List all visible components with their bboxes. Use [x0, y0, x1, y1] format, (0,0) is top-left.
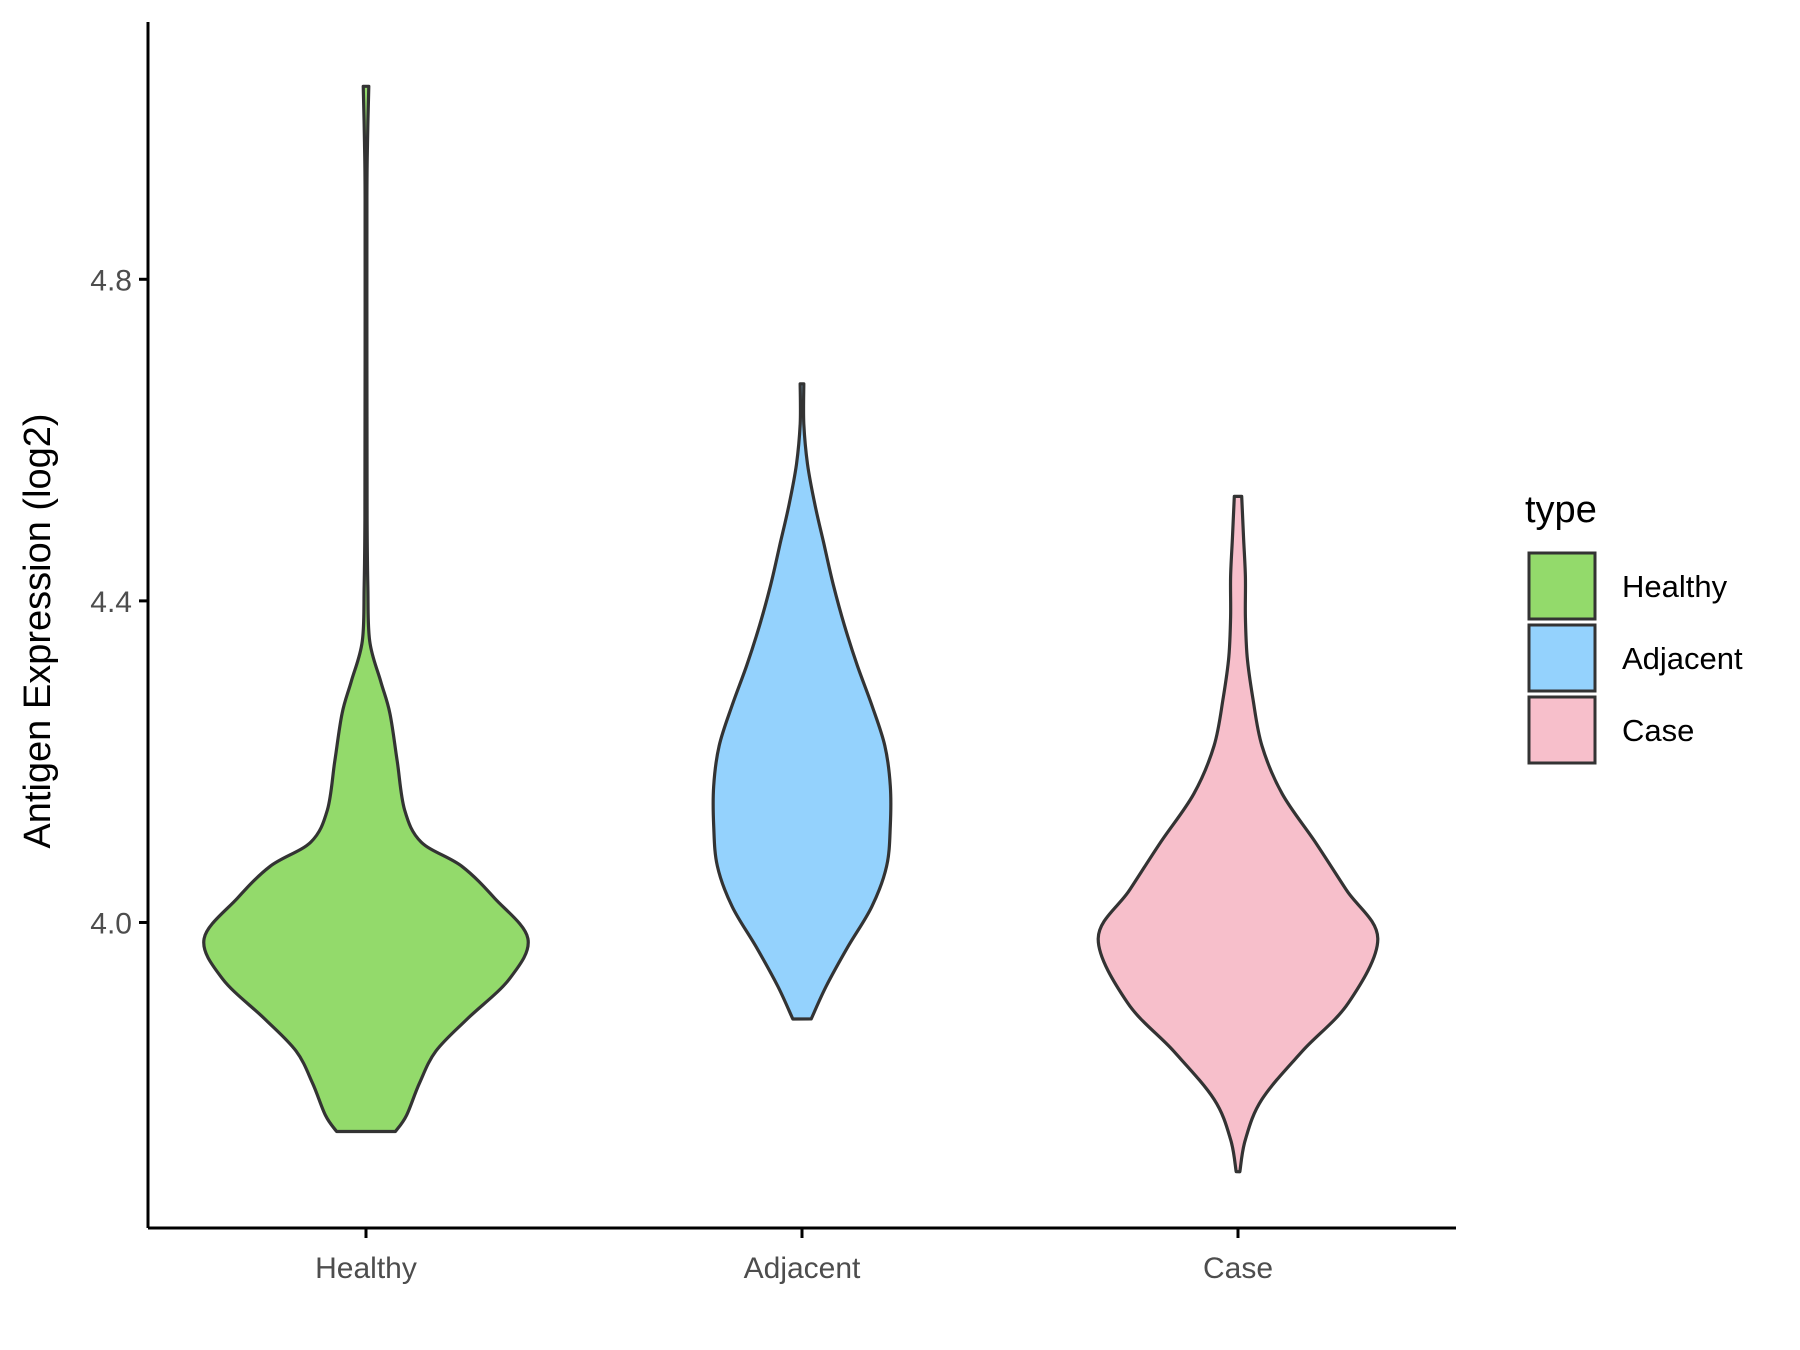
- x-axis-ticks: Healthy Adjacent Case: [315, 1228, 1273, 1285]
- y-tick-label: 4.4: [90, 586, 132, 619]
- legend-swatch-case: [1527, 695, 1597, 765]
- legend-items: Healthy Adjacent Case: [1527, 551, 1743, 765]
- y-tick-label: 4.0: [90, 907, 132, 940]
- legend-label-case: Case: [1622, 713, 1694, 748]
- legend-title: type: [1525, 489, 1597, 531]
- violin-layer: [202, 84, 1380, 1174]
- y-axis-ticks: 4.0 4.4 4.8: [90, 264, 148, 940]
- violin-case: [1096, 494, 1380, 1174]
- y-axis-title: Antigen Expression (log2): [17, 413, 59, 848]
- violin-adjacent: [711, 382, 893, 1021]
- legend-label-adjacent: Adjacent: [1622, 641, 1743, 676]
- x-tick-label-healthy: Healthy: [315, 1252, 417, 1285]
- legend-label-healthy: Healthy: [1622, 569, 1728, 604]
- x-tick-label-adjacent: Adjacent: [744, 1252, 861, 1285]
- legend: type Healthy Adjacent Case: [1525, 489, 1743, 765]
- x-tick-label-case: Case: [1203, 1252, 1273, 1285]
- legend-swatch-adjacent: [1527, 623, 1597, 693]
- violin-healthy: [202, 84, 530, 1134]
- legend-swatch-healthy: [1527, 551, 1597, 621]
- y-tick-label: 4.8: [90, 264, 132, 297]
